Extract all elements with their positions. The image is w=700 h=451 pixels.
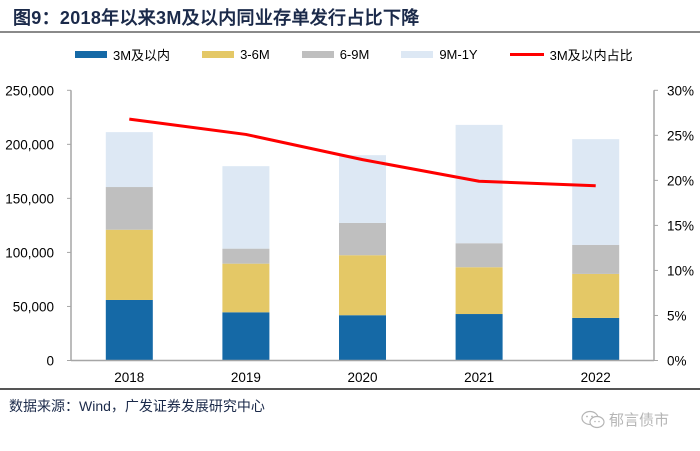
x-tick-label: 2018 [114, 370, 144, 385]
right-tick-label: 20% [667, 173, 694, 188]
left-tick-label: 250,000 [5, 83, 54, 98]
left-tick-label: 100,000 [5, 245, 54, 260]
watermark-text: 郁言债市 [609, 412, 670, 429]
bar-2022-0 [572, 317, 620, 361]
bar-2022-3 [572, 139, 620, 245]
legend-item-3m: 3M及以内 [75, 45, 170, 64]
legend-label-share: 3M及以内占比 [549, 47, 633, 63]
left-tick-label: 150,000 [5, 191, 54, 206]
right-tick-label: 0% [667, 354, 687, 369]
title-divider [0, 31, 700, 33]
bar-2019-2 [222, 248, 270, 264]
watermark: 郁言债市 [580, 409, 669, 430]
bar-2022-2 [572, 244, 620, 274]
bar-2021-0 [455, 314, 503, 361]
x-tick-label: 2022 [581, 370, 611, 385]
bar-2021-2 [455, 243, 503, 268]
axes-group: 0 50,000 100,000 150,000 200,000 250,000 0% 5% 1… [5, 83, 694, 385]
x-tick-label: 2019 [231, 370, 261, 385]
source-note: 数据来源：Wind，广发证券发展研究中心 [9, 398, 265, 414]
wechat-icon [581, 410, 605, 428]
bar-2020-3 [339, 155, 386, 223]
right-tick-label: 30% [667, 83, 694, 98]
bar-2022-1 [572, 273, 620, 318]
bar-2020-0 [339, 315, 386, 361]
legend-item-share: 3M及以内占比 [509, 45, 633, 64]
legend-swatch-6-9m [301, 50, 334, 58]
legend-swatch-9m-1y [401, 50, 434, 58]
legend-swatch-3m [75, 50, 107, 58]
legend-swatch-3-6m [202, 50, 235, 58]
bar-2018-1 [105, 229, 153, 300]
right-tick-label: 15% [667, 218, 694, 233]
right-tick-label: 10% [667, 263, 694, 278]
legend-item-6-9m: 6-9M [301, 46, 370, 62]
bar-2019-3 [222, 166, 270, 249]
left-tick-label: 50,000 [13, 299, 54, 314]
bar-2018-3 [105, 132, 153, 188]
right-tick-label: 25% [667, 128, 694, 143]
legend-label-9m-1y: 9M-1Y [439, 46, 478, 62]
line-group [129, 117, 596, 188]
legend: 3M及以内 3-6M 6-9M 9M-1Y 3M及以内占比 [75, 44, 665, 64]
left-tick-label: 200,000 [5, 137, 54, 152]
footer-divider [0, 388, 700, 390]
x-tick-label: 2021 [464, 370, 494, 385]
legend-item-3-6m: 3-6M [202, 47, 270, 62]
bars-group [105, 124, 620, 361]
chart-title: 图9：2018年以来3M及以内同业存单发行占比下降 [13, 8, 420, 28]
bar-2021-3 [455, 124, 503, 244]
bar-2019-0 [222, 312, 270, 361]
bar-2019-1 [222, 263, 270, 313]
bar-2020-2 [339, 222, 386, 256]
bar-2021-1 [455, 267, 503, 315]
bar-2018-0 [105, 299, 153, 361]
left-tick-label: 0 [46, 354, 54, 369]
legend-label-3-6m: 3-6M [240, 46, 270, 62]
chart-canvas: 0 50,000 100,000 150,000 200,000 250,000 0% 5% 1… [5, 83, 694, 385]
bar-2018-2 [105, 187, 153, 230]
bar-2020-1 [339, 255, 386, 316]
legend-label-6-9m: 6-9M [339, 46, 370, 62]
legend-line-share [509, 52, 544, 56]
right-tick-label: 5% [667, 308, 687, 323]
x-tick-label: 2020 [347, 370, 377, 385]
legend-item-9m-1y: 9M-1Y [401, 46, 478, 62]
legend-label-3m: 3M及以内 [113, 47, 171, 63]
